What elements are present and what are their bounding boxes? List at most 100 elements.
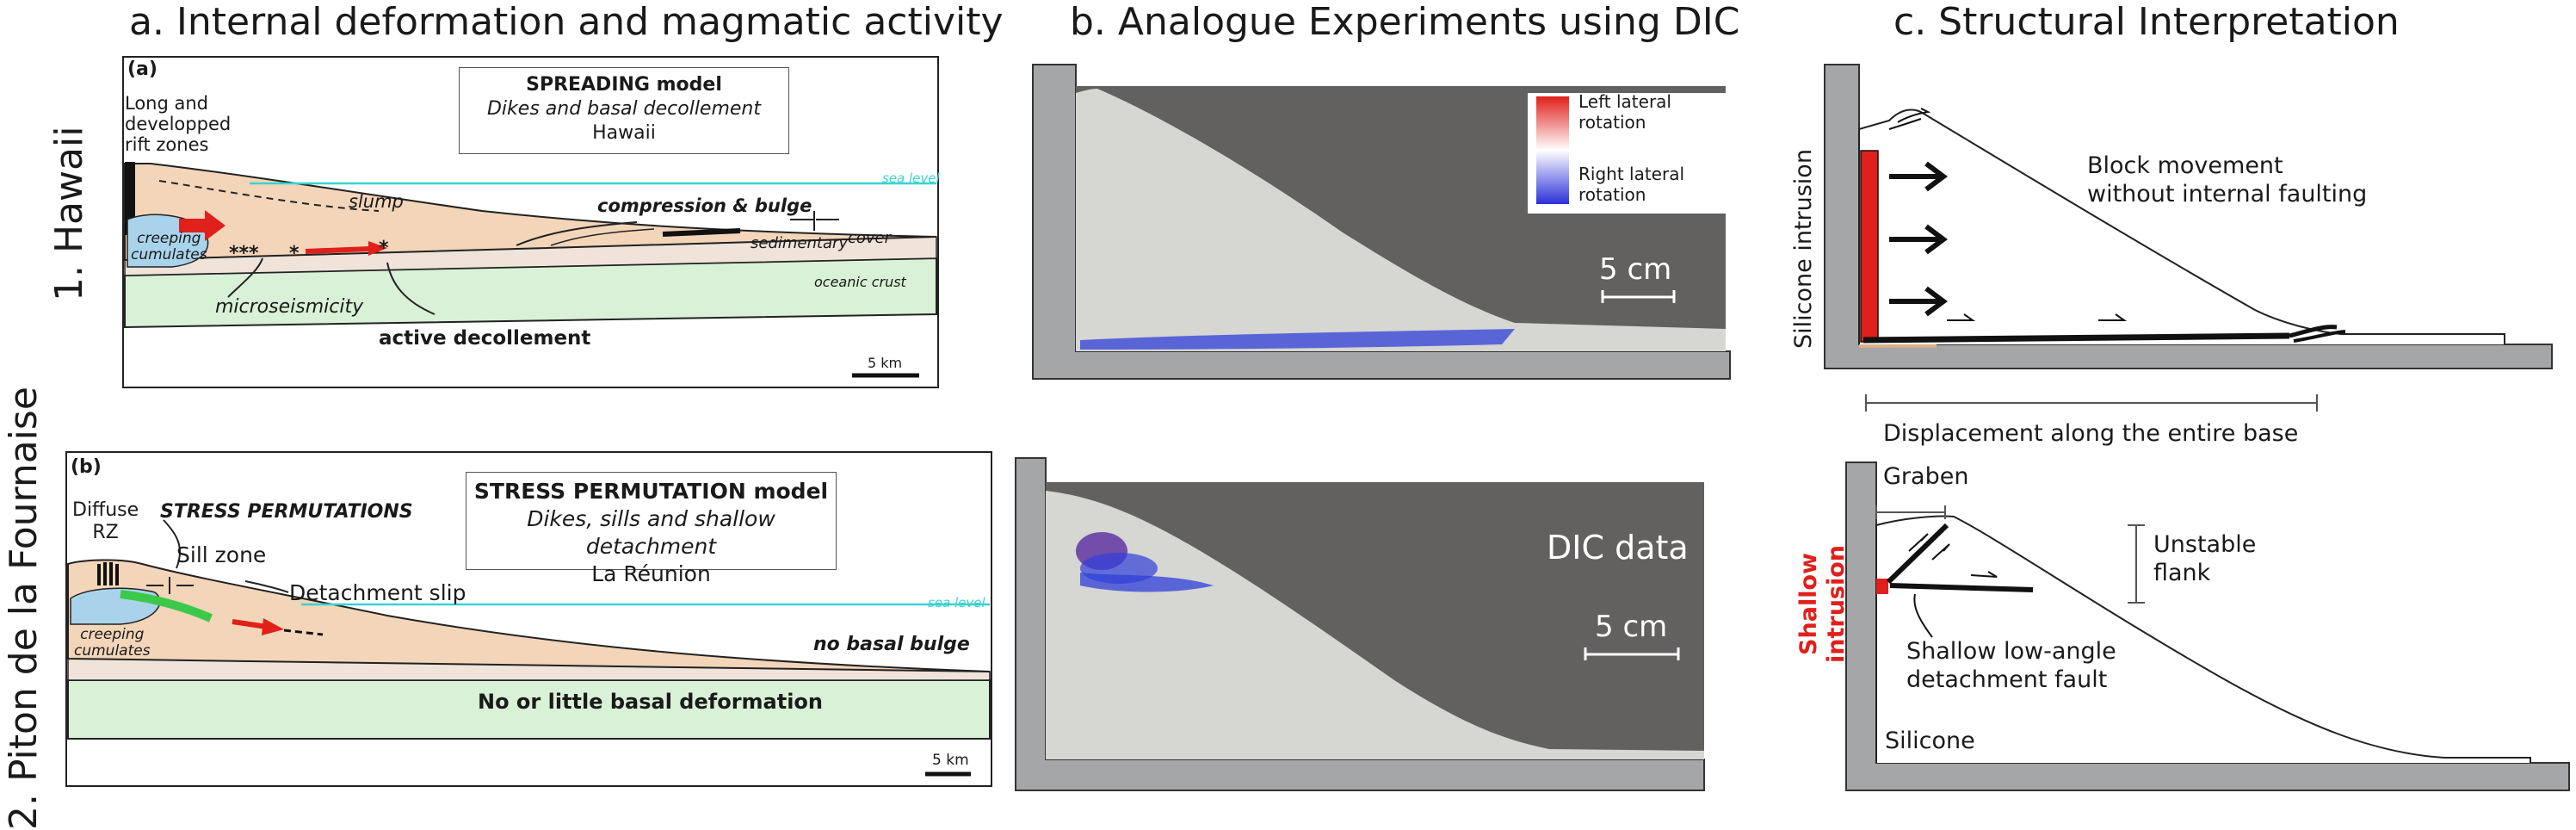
stress-model-title: STRESS PERMUTATION model [473,479,829,504]
seismic-star-1: * [289,243,300,264]
rift-zones-line2: developped [125,114,232,134]
active-decollement-label: active decollement [379,327,591,350]
stress-permutation-box: STRESS PERMUTATION model Dikes, sills an… [466,472,837,586]
stress-model-sub: Dikes, sills and shallow detachment [527,506,775,559]
silicone-label-c2: Silicone [1885,728,1975,754]
spreading-model-sub: Dikes and basal decollement [486,98,761,120]
wedge-outline-c2 [1875,515,2531,763]
legend-left-lateral: Left lateral rotation [1578,91,1671,133]
thrust-fault-2 [550,228,655,246]
microseismicity-label: microseismicity [215,296,364,318]
legend-right-lateral: Right lateral rotation [1578,164,1684,205]
half-arrows-c1 [1888,108,2128,321]
diffuse-line2: RZ [92,522,119,543]
sedimentary-label: sedimentary [751,234,849,252]
legend-right-line1: Right lateral [1578,164,1685,184]
creeping-cumulates-label-a2: creeping cumulates [74,627,151,660]
sandbox-frame-c2 [1845,461,2570,791]
block-line2: without internal faulting [2087,181,2368,208]
dic-data-label: DIC data [1547,529,1689,567]
blue-rotation-zone-b1 [1080,329,1515,350]
scale-label-a2: 5 km [932,752,969,769]
creeping-line2-a1: cumulates [131,246,207,263]
decollement-pointer [386,262,436,315]
graben-faults [1886,523,2034,592]
seismic-star-2: * [379,238,389,259]
title-panel-c: c. Structural Interpretation [1893,0,2400,44]
unstable-line1: Unstable [2153,531,2257,558]
sand-wedge-b1 [1076,89,1726,351]
creeping-line1-a1: creeping [137,230,201,247]
block-arrows [1889,161,1948,317]
shallow-intrusion-marker [1876,579,1888,594]
stress-permutations-label: STRESS PERMUTATIONS [160,501,413,523]
shallow-intrusion-label: Shallow intrusion [1795,545,1850,663]
spreading-model-box: SPREADING model Dikes and basal decollem… [459,67,789,154]
title-panel-b: b. Analogue Experiments using DIC [1070,0,1740,44]
legend-left-line1: Left lateral [1578,91,1671,112]
unstable-flank-label: Unstable flank [2153,530,2256,587]
rift-zones-line1: Long and [125,93,209,114]
detachment-fault-label: Shallow low-angle detachment fault [1906,637,2116,694]
sand-wedge-b2 [1046,491,1704,759]
fault-line2: detachment fault [1906,666,2108,693]
unstable-line2: flank [2153,560,2211,586]
stress-model-loc: La Réunion [591,561,711,586]
legend-left-line2: rotation [1578,112,1646,133]
scale-label-a1: 5 km [868,355,903,371]
wedge-outline-c1 [1858,108,2505,344]
oceanic-crust-label: oceanic crust [814,274,906,290]
creeping-line2-a2: cumulates [74,642,151,660]
no-basal-bulge-label: no basal bulge [813,634,970,655]
shallow-line1: Shallow [1795,553,1822,655]
sea-level-label-a1: sea level [882,170,940,186]
rift-zones-label: Long and developped rift zones [125,93,231,155]
sea-level-label-a2: sea level [928,595,985,610]
panel-a1-tag: (a) [127,59,158,80]
dike-swarm [97,562,119,585]
rift-zone-dikes [125,162,135,235]
slump-label: slump [349,191,404,212]
detachment-red-arrow [232,619,268,629]
shallow-line2: intrusion [1823,544,1850,663]
half-arrows-c2 [1908,533,1998,578]
thrust-fault-1 [516,221,638,246]
volcanic-edifice-a2 [67,559,991,672]
creeping-cumulates-label-a1: creeping cumulates [131,231,207,263]
spreading-model-title: SPREADING model [526,74,722,96]
title-panel-a: a. Internal deformation and magmatic act… [129,0,1004,44]
sandbox-frame-c1 [1824,64,2553,369]
blue-rotation-patch-2 [1080,573,1214,592]
diffuse-rz-label: Diffuse RZ [72,499,139,544]
sill-zone-green [120,590,213,622]
volcanic-edifice [124,163,937,262]
colorbar [1536,96,1569,204]
compression-bulge-label: compression & bulge [597,195,812,216]
big-red-arrow [179,210,225,241]
fault-pointer [1913,593,1933,638]
no-basal-deformation-label: No or little basal deformation [478,690,824,714]
legend-right-line2: rotation [1578,184,1646,205]
fault-line1: Shallow low-angle [1906,638,2116,665]
panel-a2-tag: (b) [71,456,102,478]
basal-crust [67,679,991,740]
graben-label: Graben [1883,463,1969,490]
displacement-label: Displacement along the entire base [1883,420,2299,447]
diffuse-line1: Diffuse [72,499,139,521]
block-movement-label: Block movement without internal faulting [2087,152,2367,208]
block-line1: Block movement [2087,152,2283,179]
decollement-red-arrow-head [368,241,387,256]
sill-zone-label: Sill zone [176,542,267,567]
detachment-pointer [244,580,289,593]
basal-slip-line [1863,332,2290,344]
detachment-red-arrowhead [262,618,284,635]
detachment-slip-label: Detachment slip [289,580,466,605]
detachment-dashed [283,629,324,636]
scale-label-b2: 5 cm [1595,610,1668,644]
stress-pointer [163,519,181,569]
spreading-model-loc: Hawaii [592,122,656,144]
